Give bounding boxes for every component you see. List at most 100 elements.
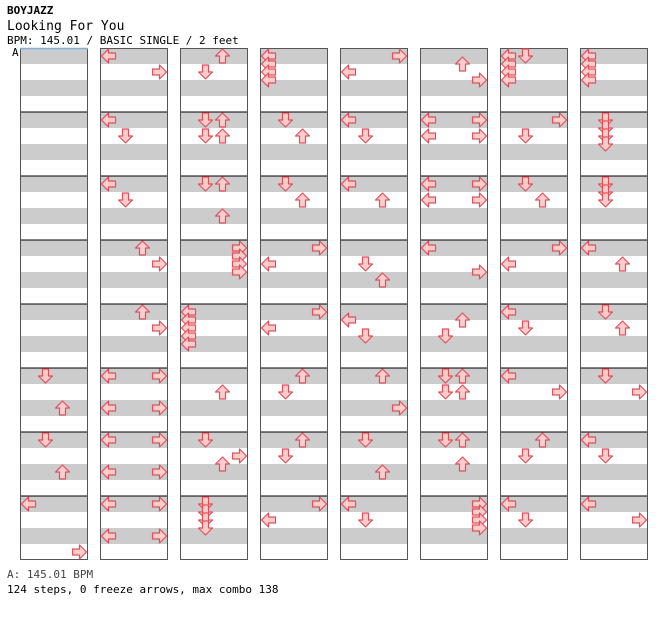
arrow-up-icon	[214, 208, 231, 224]
arrow-left-icon	[100, 400, 117, 416]
beat-stripe	[340, 112, 408, 128]
beat-stripe	[500, 112, 568, 128]
arrow-left-icon	[340, 64, 357, 80]
beat-stripe	[420, 80, 488, 96]
arrow-up-icon	[214, 128, 231, 144]
column-border	[580, 48, 648, 560]
beat-stripe	[340, 272, 408, 288]
arrow-left-icon	[100, 368, 117, 384]
arrow-up-icon	[54, 464, 71, 480]
beat-stripe	[580, 528, 648, 544]
beat-stripe	[260, 368, 328, 384]
arrow-up-icon	[214, 456, 231, 472]
beat-stripe	[180, 336, 248, 352]
arrow-right-icon	[631, 512, 648, 528]
arrow-up-icon	[134, 304, 151, 320]
beat-stripe	[20, 432, 88, 448]
beat-stripe	[100, 528, 168, 544]
beat-stripe	[500, 336, 568, 352]
arrow-down-icon	[517, 48, 534, 64]
beat-stripe	[580, 272, 648, 288]
arrow-right-icon	[631, 384, 648, 400]
beat-stripe	[260, 272, 328, 288]
arrow-down-icon	[117, 128, 134, 144]
arrow-up-icon	[54, 400, 71, 416]
beat-stripe	[20, 528, 88, 544]
beat-stripe	[260, 48, 328, 64]
beat-stripe	[340, 432, 408, 448]
arrow-right-icon	[471, 176, 488, 192]
arrow-right-icon	[391, 48, 408, 64]
beat-stripe	[420, 112, 488, 128]
arrow-left-icon	[500, 496, 517, 512]
arrow-up-icon	[614, 320, 631, 336]
arrow-up-icon	[294, 192, 311, 208]
arrow-down-icon	[277, 176, 294, 192]
beat-stripe	[580, 240, 648, 256]
beat-stripe	[420, 464, 488, 480]
beat-stripe	[500, 528, 568, 544]
beat-stripe	[500, 464, 568, 480]
arrow-down-icon	[357, 256, 374, 272]
beat-stripe	[20, 272, 88, 288]
beat-stripe	[20, 336, 88, 352]
arrow-right-icon	[151, 320, 168, 336]
beat-stripe	[500, 80, 568, 96]
beat-stripe	[500, 272, 568, 288]
arrow-down-icon	[197, 112, 214, 128]
beat-stripe	[260, 176, 328, 192]
arrow-left-icon	[420, 192, 437, 208]
beat-stripe	[420, 272, 488, 288]
song-title: Looking For You	[7, 19, 125, 34]
beat-stripe	[260, 528, 328, 544]
beat-stripe	[100, 336, 168, 352]
arrow-left-icon	[20, 496, 37, 512]
arrow-left-icon	[260, 320, 277, 336]
arrow-down-icon	[597, 304, 614, 320]
arrow-left-icon	[580, 432, 597, 448]
arrow-up-icon	[534, 192, 551, 208]
beat-stripe	[340, 400, 408, 416]
beat-stripe	[340, 240, 408, 256]
beat-stripe	[20, 112, 88, 128]
arrow-down-icon	[117, 192, 134, 208]
beat-stripe	[180, 144, 248, 160]
arrow-down-icon	[357, 432, 374, 448]
beat-stripe	[500, 176, 568, 192]
beat-stripe	[420, 400, 488, 416]
arrow-right-icon	[151, 256, 168, 272]
beat-stripe	[100, 432, 168, 448]
arrow-right-icon	[311, 240, 328, 256]
beat-stripe	[500, 208, 568, 224]
chart-meta: BPM: 145.01 / BASIC SINGLE / 2 feet	[7, 34, 239, 47]
beat-stripe	[180, 112, 248, 128]
beat-stripe	[580, 144, 648, 160]
arrow-left-icon	[260, 72, 277, 88]
arrow-right-icon	[471, 128, 488, 144]
beat-stripe	[420, 144, 488, 160]
arrow-up-icon	[454, 312, 471, 328]
beat-stripe	[340, 496, 408, 512]
chart-column	[180, 48, 248, 560]
beat-stripe	[180, 272, 248, 288]
arrow-up-icon	[214, 176, 231, 192]
beat-stripe	[20, 48, 88, 64]
arrow-down-icon	[357, 328, 374, 344]
column-border	[260, 48, 328, 560]
arrow-left-icon	[580, 72, 597, 88]
beat-stripe	[180, 400, 248, 416]
arrow-up-icon	[454, 368, 471, 384]
beat-stripe	[180, 176, 248, 192]
beat-stripe	[260, 400, 328, 416]
beat-stripe	[20, 176, 88, 192]
column-border	[340, 48, 408, 560]
beat-stripe	[20, 240, 88, 256]
beat-stripe	[100, 272, 168, 288]
beat-stripe	[500, 304, 568, 320]
arrow-right-icon	[71, 544, 88, 560]
arrow-left-icon	[340, 496, 357, 512]
arrow-left-icon	[100, 112, 117, 128]
beat-stripe	[100, 368, 168, 384]
beat-stripe	[100, 208, 168, 224]
column-border	[100, 48, 168, 560]
